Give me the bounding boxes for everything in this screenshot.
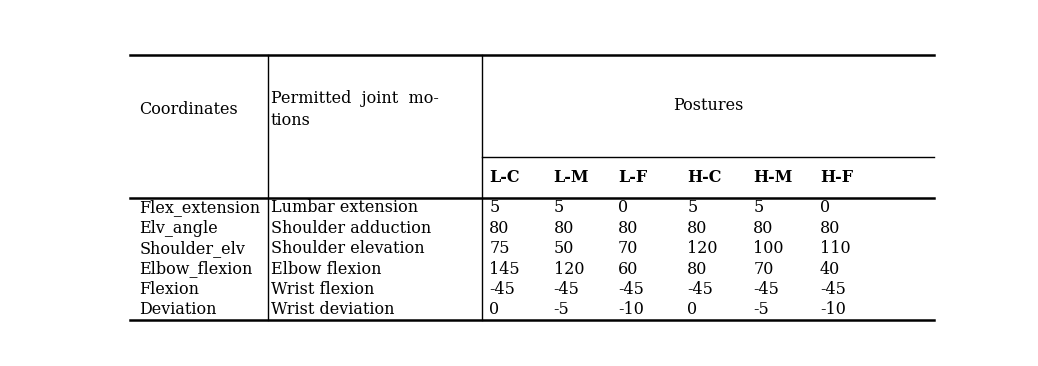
- Text: 0: 0: [489, 301, 499, 318]
- Text: H-M: H-M: [754, 169, 793, 186]
- Text: Elbow flexion: Elbow flexion: [271, 261, 381, 277]
- Text: 120: 120: [553, 261, 584, 277]
- Text: Permitted  joint  mo-
tions: Permitted joint mo- tions: [271, 90, 438, 129]
- Text: Elbow_flexion: Elbow_flexion: [139, 261, 253, 277]
- Text: 5: 5: [687, 199, 698, 216]
- Text: 80: 80: [618, 220, 638, 237]
- Text: 110: 110: [820, 240, 850, 257]
- Text: Elv_angle: Elv_angle: [139, 220, 218, 237]
- Text: 80: 80: [687, 261, 708, 277]
- Text: 100: 100: [754, 240, 784, 257]
- Text: Shoulder adduction: Shoulder adduction: [271, 220, 431, 237]
- Text: L-M: L-M: [553, 169, 590, 186]
- Text: Wrist flexion: Wrist flexion: [271, 281, 374, 298]
- Text: Lumbar extension: Lumbar extension: [271, 199, 417, 216]
- Text: Shoulder_elv: Shoulder_elv: [139, 240, 245, 257]
- Text: -45: -45: [618, 281, 644, 298]
- Text: 120: 120: [687, 240, 717, 257]
- Text: Coordinates: Coordinates: [139, 101, 238, 118]
- Text: 80: 80: [489, 220, 510, 237]
- Text: -10: -10: [618, 301, 644, 318]
- Text: 80: 80: [754, 220, 773, 237]
- Text: Deviation: Deviation: [139, 301, 217, 318]
- Text: 80: 80: [820, 220, 841, 237]
- Text: 70: 70: [754, 261, 773, 277]
- Text: 145: 145: [489, 261, 520, 277]
- Text: -45: -45: [820, 281, 846, 298]
- Text: 5: 5: [754, 199, 763, 216]
- Text: -5: -5: [754, 301, 769, 318]
- Text: 80: 80: [553, 220, 574, 237]
- Text: -45: -45: [687, 281, 713, 298]
- Text: -5: -5: [553, 301, 570, 318]
- Text: 75: 75: [489, 240, 510, 257]
- Text: 50: 50: [553, 240, 574, 257]
- Text: 80: 80: [687, 220, 708, 237]
- Text: 0: 0: [618, 199, 628, 216]
- Text: -45: -45: [489, 281, 515, 298]
- Text: H-C: H-C: [687, 169, 721, 186]
- Text: Postures: Postures: [673, 97, 743, 115]
- Text: 60: 60: [618, 261, 638, 277]
- Text: 5: 5: [553, 199, 564, 216]
- Text: -45: -45: [553, 281, 579, 298]
- Text: 40: 40: [820, 261, 840, 277]
- Text: Flexion: Flexion: [139, 281, 199, 298]
- Text: -45: -45: [754, 281, 780, 298]
- Text: L-C: L-C: [489, 169, 520, 186]
- Text: 0: 0: [820, 199, 830, 216]
- Text: H-F: H-F: [820, 169, 853, 186]
- Text: Wrist deviation: Wrist deviation: [271, 301, 394, 318]
- Text: Flex_extension: Flex_extension: [139, 199, 261, 216]
- Text: Shoulder elevation: Shoulder elevation: [271, 240, 425, 257]
- Text: 5: 5: [489, 199, 499, 216]
- Text: 0: 0: [687, 301, 698, 318]
- Text: L-F: L-F: [618, 169, 648, 186]
- Text: 70: 70: [618, 240, 638, 257]
- Text: -10: -10: [820, 301, 846, 318]
